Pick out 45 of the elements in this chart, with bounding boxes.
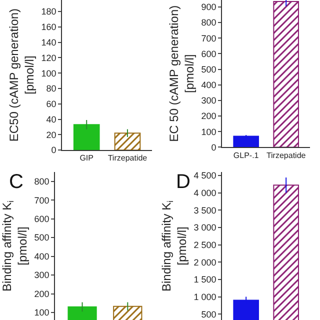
y-tick-label: 2 500 [194, 240, 216, 250]
y-tick-label: 160 [41, 22, 56, 32]
y-tick-label: 100 [201, 126, 216, 137]
y-tick-label: 600 [201, 48, 216, 59]
chart-title: C [9, 171, 24, 193]
y-tick-label: 0 [211, 142, 216, 152]
x-tick-label: GIP [80, 154, 94, 163]
y-tick-label: 300 [201, 96, 216, 106]
y-tick-label: 600 [34, 214, 50, 224]
y-tick-label: 140 [41, 37, 56, 48]
y-tick-label: 800 [201, 18, 216, 28]
y-tick-label: 500 [201, 64, 216, 74]
y-tick-label: 3 500 [194, 205, 216, 216]
y-tick-label: 180 [41, 6, 56, 17]
y-tick-label: 700 [34, 195, 50, 206]
x-tick-label: GLP-.1 [233, 150, 260, 160]
chart-title: D [176, 171, 190, 193]
y-tick-label: 0 [51, 145, 56, 156]
y-tick-label: 120 [41, 52, 56, 63]
x-tick-label: Tirzepatide [266, 150, 306, 160]
y-axis-title: EC 50 (cAMP generation) [pmol/l] [166, 5, 197, 142]
y-tick-label: 800 [34, 176, 50, 187]
y-axis-title: EC50 (cAMP generation) [pmol/l] [6, 8, 37, 142]
y-tick-label: 300 [34, 270, 50, 280]
y-tick-label: 60 [46, 99, 56, 110]
y-tick-label: 1 000 [194, 292, 216, 302]
y-tick-label: 100 [41, 68, 56, 78]
y-tick-label: 500 [34, 232, 50, 243]
y-tick-label: 700 [201, 33, 216, 44]
y-tick-label: 20 [46, 130, 56, 140]
y-tick-label: 1 500 [194, 274, 216, 285]
y-tick-label: 200 [34, 288, 50, 299]
y-tick-label: 200 [201, 111, 216, 122]
y-tick-label: 400 [34, 251, 50, 262]
y-tick-label: 4 500 [194, 170, 216, 181]
y-tick-label: 40 [46, 114, 56, 124]
x-tick-label: Tirzepatide [108, 154, 148, 163]
y-tick-label: 900 [201, 2, 216, 12]
y-tick-label: 400 [201, 80, 216, 90]
y-tick-label: 80 [46, 84, 56, 94]
y-tick-label: 100 [34, 308, 50, 318]
y-tick-label: 500 [201, 309, 216, 320]
y-tick-label: 2 000 [194, 257, 216, 268]
y-tick-label: 3 000 [194, 222, 216, 233]
y-tick-label: 4 000 [194, 188, 216, 198]
